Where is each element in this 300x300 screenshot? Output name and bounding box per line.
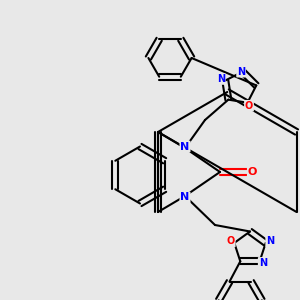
Text: N: N <box>180 142 190 152</box>
Text: N: N <box>266 236 274 246</box>
Text: O: O <box>248 167 257 177</box>
Text: O: O <box>245 101 253 111</box>
Text: N: N <box>259 258 267 268</box>
Text: N: N <box>217 74 225 84</box>
Text: N: N <box>180 193 190 202</box>
Text: N: N <box>237 67 245 77</box>
Text: O: O <box>226 236 235 246</box>
